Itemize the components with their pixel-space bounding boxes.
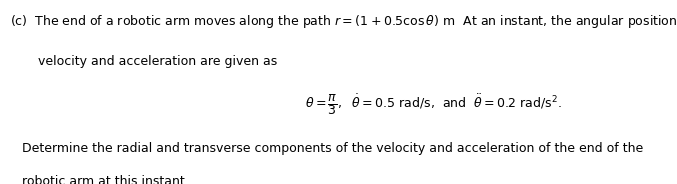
Text: $\theta=\dfrac{\pi}{3},$  $\dot{\theta}=0.5$ rad/s,  and  $\ddot{\theta}=0.2$ ra: $\theta=\dfrac{\pi}{3},$ $\dot{\theta}=0… (305, 92, 561, 117)
Text: robotic arm at this instant.: robotic arm at this instant. (10, 175, 189, 184)
Text: velocity and acceleration are given as: velocity and acceleration are given as (10, 55, 278, 68)
Text: Determine the radial and transverse components of the velocity and acceleration : Determine the radial and transverse comp… (10, 142, 643, 155)
Text: (c)  The end of a robotic arm moves along the path $r=(1+0.5\cos\theta)$ m  At a: (c) The end of a robotic arm moves along… (10, 13, 677, 30)
